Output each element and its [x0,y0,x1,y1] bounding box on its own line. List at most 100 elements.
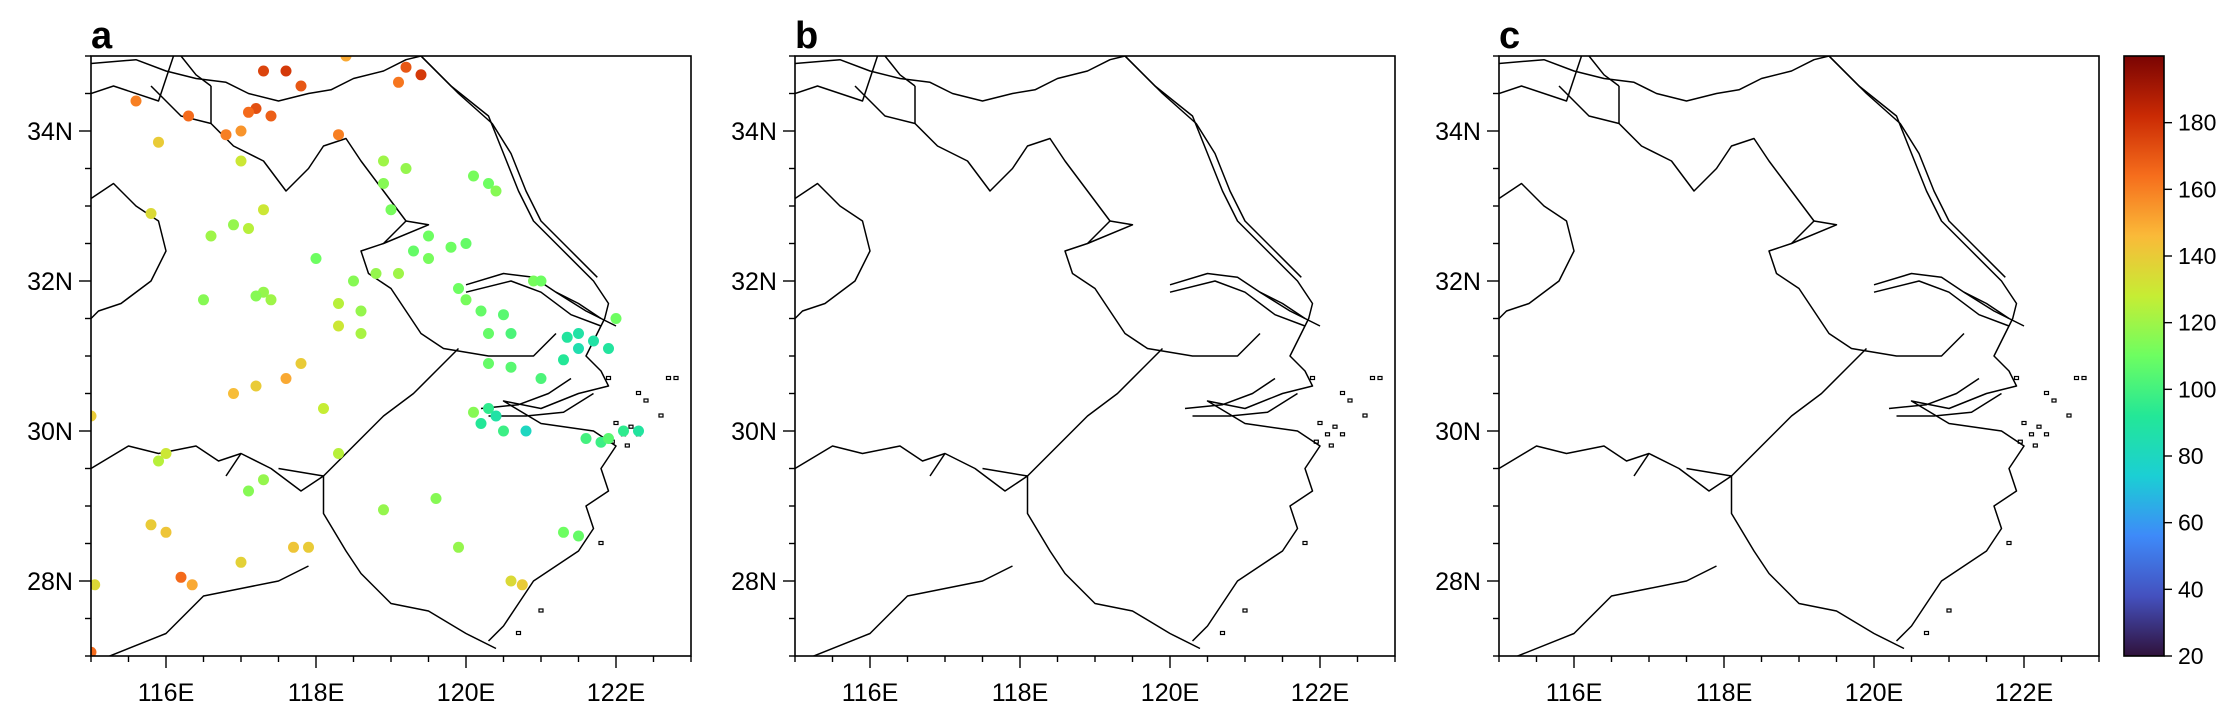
boundary-line [1124,56,1321,642]
station-point [561,331,573,343]
station-point [475,305,487,317]
y-tick-label: 32N [27,268,73,296]
boundary-line [1791,220,1838,245]
x-tick-label: 116E [138,679,195,707]
boundary-line [795,347,1164,492]
station-point [265,110,277,122]
boundary-line [1192,392,1298,417]
station-point [573,343,584,354]
x-tick-label: 120E [1141,679,1199,707]
boundary-line [278,467,324,477]
station-point [295,358,307,369]
x-tick-label: 120E [437,679,495,707]
map-frame [1498,55,2100,657]
island-shape [613,420,619,426]
x-tick-label: 122E [1995,679,2053,707]
colorbar-tick-label: 120 [2178,310,2216,336]
station-point [483,328,494,339]
colorbar-tick-label: 140 [2178,243,2216,269]
y-tick-label: 34N [731,118,777,146]
boundary-line [1828,56,2025,642]
island-shape [2081,375,2087,381]
station-point [333,129,344,141]
map-panel-b: 116E 118E 120E 122E 28N 30N 32N 34N b [731,15,1396,707]
boundary-line [91,56,422,102]
station-point [535,373,547,384]
colorbar-tick-label: 80 [2178,443,2204,469]
station-point [378,504,389,516]
station-point [333,320,344,332]
station-point [91,410,97,422]
station-point [348,275,359,287]
island-shape [658,413,664,418]
boundary-line [1259,291,1321,327]
panel-letter: c [1499,15,1520,57]
station-point [258,65,269,77]
station-point [220,129,232,141]
station-point [468,170,479,182]
boundary-line [465,280,602,327]
station-point [145,519,157,531]
boundary-line [107,565,309,656]
station-point [318,403,329,414]
station-point [468,406,479,418]
island-shape [665,375,672,381]
boundary-line [322,476,497,650]
station-point [183,110,194,122]
station-point [558,354,569,366]
station-point [340,56,352,62]
station-point [280,373,292,384]
station-point [580,433,592,444]
island-shape [2043,390,2050,396]
island-shape [1369,375,1376,381]
boundary-line [488,392,594,417]
station-point [415,69,427,81]
y-tick-label: 30N [1435,418,1481,446]
boundary-line [1633,453,1650,477]
boundary-line [982,467,1028,477]
island-shape [1347,398,1353,403]
station-point [250,380,262,392]
boundary-line [150,85,557,357]
station-point [423,253,434,264]
island-shape [598,540,604,546]
station-point [505,328,517,339]
station-point [235,125,247,137]
station-point [333,448,344,459]
boundary-line [929,453,946,477]
station-point [490,185,502,197]
station-point [535,275,547,287]
map-frame [90,55,692,657]
island-shape [1317,420,1323,426]
boundary-line [1124,56,1302,278]
boundary-line [1499,347,1868,492]
station-point [243,485,254,497]
map-layer [91,56,679,656]
island-shape [1332,424,1338,429]
boundary-line [795,56,879,102]
island-shape [1339,390,1346,396]
station-point [243,223,254,234]
colorbar-frame [2123,55,2165,657]
map-layer [795,56,1383,656]
y-tick-label: 34N [27,118,73,146]
boundary-line [1873,280,2010,327]
island-shape [2006,540,2012,546]
station-point [460,238,472,249]
station-point [91,579,101,591]
island-shape [2073,375,2080,381]
station-point [130,95,142,107]
boundary-line [420,56,598,278]
station-point [288,541,299,553]
station-point [258,204,269,216]
boundary-line [1169,280,1306,327]
station-point [633,425,644,437]
colorbar-tick-label: 20 [2178,643,2204,669]
station-point [280,65,292,77]
colorbar-tick-label: 160 [2178,176,2216,202]
x-tick-label: 122E [587,679,645,707]
station-point [265,294,277,306]
boundary-line [225,453,242,477]
station-point [475,418,487,429]
boundary-line [1888,377,1980,410]
